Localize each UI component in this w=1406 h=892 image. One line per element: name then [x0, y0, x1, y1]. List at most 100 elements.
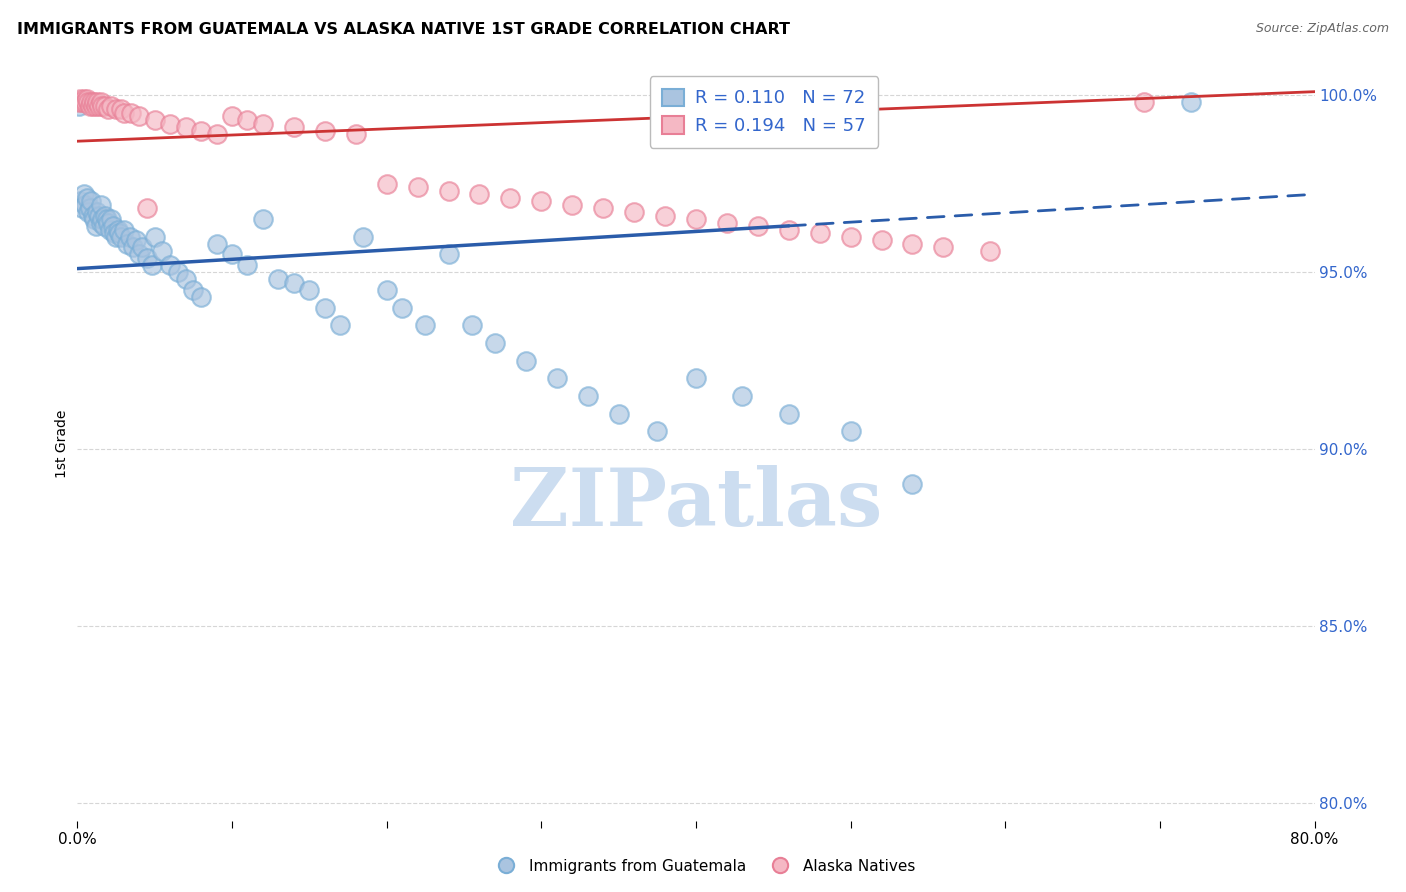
- Point: [82, 209, 104, 223]
- Text: ZIPatlas: ZIPatlas: [510, 465, 882, 543]
- Point: [685, 371, 707, 385]
- Point: [647, 425, 669, 439]
- Point: [901, 236, 924, 251]
- Point: [515, 353, 537, 368]
- Point: [167, 265, 190, 279]
- Point: [415, 318, 437, 333]
- Point: [344, 127, 367, 141]
- Point: [283, 120, 305, 134]
- Point: [69, 194, 91, 209]
- Point: [576, 389, 599, 403]
- Point: [67, 95, 90, 110]
- Point: [94, 99, 117, 113]
- Point: [839, 425, 862, 439]
- Point: [592, 202, 614, 216]
- Point: [778, 222, 800, 236]
- Point: [83, 212, 105, 227]
- Point: [136, 251, 159, 265]
- Point: [79, 99, 101, 113]
- Point: [190, 123, 212, 137]
- Point: [100, 99, 122, 113]
- Point: [1133, 95, 1156, 110]
- Point: [79, 202, 101, 216]
- Point: [105, 103, 127, 117]
- Point: [110, 229, 132, 244]
- Point: [152, 244, 174, 258]
- Point: [236, 113, 259, 128]
- Point: [530, 194, 553, 209]
- Point: [90, 216, 111, 230]
- Point: [96, 212, 118, 227]
- Point: [406, 180, 429, 194]
- Point: [110, 103, 132, 117]
- Point: [143, 229, 166, 244]
- Point: [352, 229, 374, 244]
- Point: [93, 219, 115, 234]
- Point: [125, 233, 148, 247]
- Point: [128, 110, 150, 124]
- Point: [375, 283, 398, 297]
- Point: [112, 106, 135, 120]
- Point: [205, 236, 228, 251]
- Point: [84, 99, 107, 113]
- Point: [391, 301, 413, 315]
- Point: [122, 240, 145, 254]
- Point: [685, 212, 707, 227]
- Text: IMMIGRANTS FROM GUATEMALA VS ALASKA NATIVE 1ST GRADE CORRELATION CHART: IMMIGRANTS FROM GUATEMALA VS ALASKA NATI…: [17, 22, 790, 37]
- Point: [72, 187, 94, 202]
- Text: Source: ZipAtlas.com: Source: ZipAtlas.com: [1256, 22, 1389, 36]
- Point: [80, 194, 103, 209]
- Point: [103, 226, 125, 240]
- Point: [67, 99, 90, 113]
- Point: [468, 187, 491, 202]
- Point: [80, 95, 103, 110]
- Point: [97, 216, 120, 230]
- Point: [100, 212, 122, 227]
- Point: [90, 95, 111, 110]
- Point: [87, 209, 110, 223]
- Point: [91, 99, 114, 113]
- Point: [870, 233, 893, 247]
- Point: [267, 272, 290, 286]
- Point: [901, 477, 924, 491]
- Point: [70, 202, 93, 216]
- Point: [778, 407, 800, 421]
- Point: [329, 318, 352, 333]
- Point: [314, 123, 336, 137]
- Point: [174, 272, 197, 286]
- Point: [183, 283, 205, 297]
- Point: [716, 216, 738, 230]
- Point: [98, 222, 121, 236]
- Point: [121, 106, 143, 120]
- Point: [561, 198, 583, 212]
- Point: [94, 209, 117, 223]
- Point: [86, 205, 108, 219]
- Point: [82, 99, 104, 113]
- Point: [731, 389, 754, 403]
- Point: [159, 116, 181, 130]
- Point: [252, 212, 274, 227]
- Point: [107, 222, 129, 236]
- Point: [654, 209, 676, 223]
- Point: [484, 335, 506, 350]
- Point: [437, 184, 460, 198]
- Point: [87, 99, 110, 113]
- Point: [159, 258, 181, 272]
- Point: [298, 283, 321, 297]
- Y-axis label: 1st Grade: 1st Grade: [55, 409, 69, 478]
- Point: [932, 240, 955, 254]
- Point: [205, 127, 228, 141]
- Point: [839, 229, 862, 244]
- Point: [77, 205, 100, 219]
- Point: [108, 226, 131, 240]
- Point: [115, 236, 138, 251]
- Point: [174, 120, 197, 134]
- Point: [128, 247, 150, 261]
- Point: [747, 219, 769, 234]
- Point: [70, 95, 93, 110]
- Point: [75, 95, 96, 110]
- Point: [75, 198, 96, 212]
- Point: [314, 301, 336, 315]
- Point: [221, 247, 243, 261]
- Point: [84, 219, 107, 234]
